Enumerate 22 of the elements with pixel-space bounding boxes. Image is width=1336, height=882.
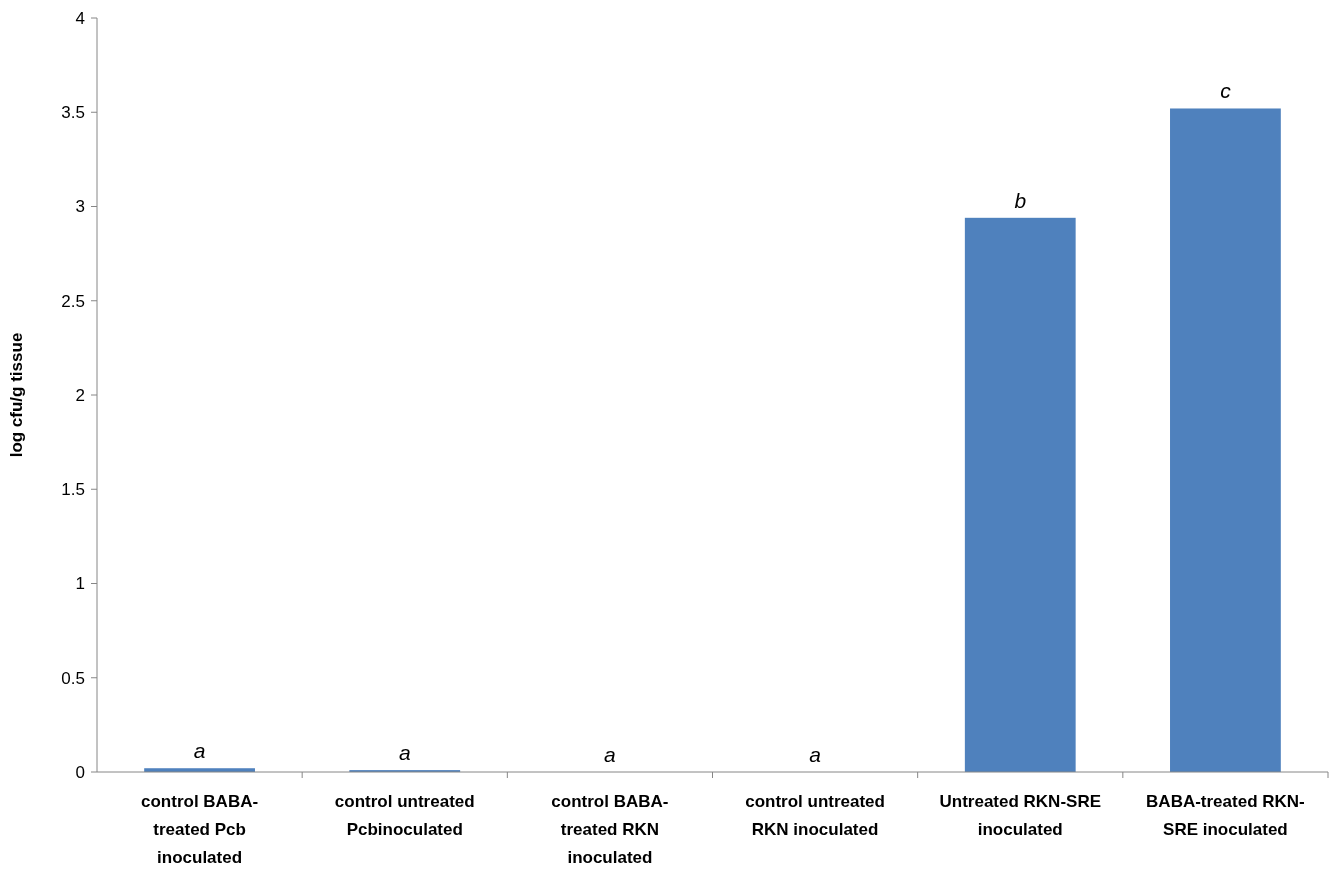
y-tick-label: 0 [75, 762, 85, 782]
y-axis-title: log cfu/g tissue [7, 332, 26, 458]
y-tick-label: 2 [75, 385, 85, 405]
y-tick-label: 4 [75, 8, 85, 28]
annotation: c [1220, 79, 1232, 103]
x-tick-label: Untreated RKN-SRE inoculated [939, 792, 1102, 839]
annotation: a [398, 741, 411, 765]
annotation: a [809, 743, 821, 766]
y-tick-label: 3 [75, 197, 85, 217]
x-tick-label: control BABA-treated RKN inoculated [551, 792, 669, 867]
x-tick-label: control untreated RKN inoculated [745, 792, 885, 839]
y-tick-label: 3.5 [61, 103, 85, 123]
y-tick-label: 1 [75, 574, 85, 594]
x-tick-label: control BABA-treated Pcb inoculated [141, 792, 259, 867]
y-tick-label: 1.5 [61, 480, 85, 500]
annotation: b [1014, 188, 1027, 212]
annotation: a [604, 743, 616, 766]
annotation: a [193, 739, 206, 763]
x-tick-label: BABA-treated RKN-SRE inoculated [1146, 792, 1305, 839]
x-tick-label: control untreated Pcbinoculated [334, 792, 475, 839]
y-tick-label: 2.5 [61, 291, 85, 311]
y-tick-label: 0.5 [61, 668, 85, 688]
